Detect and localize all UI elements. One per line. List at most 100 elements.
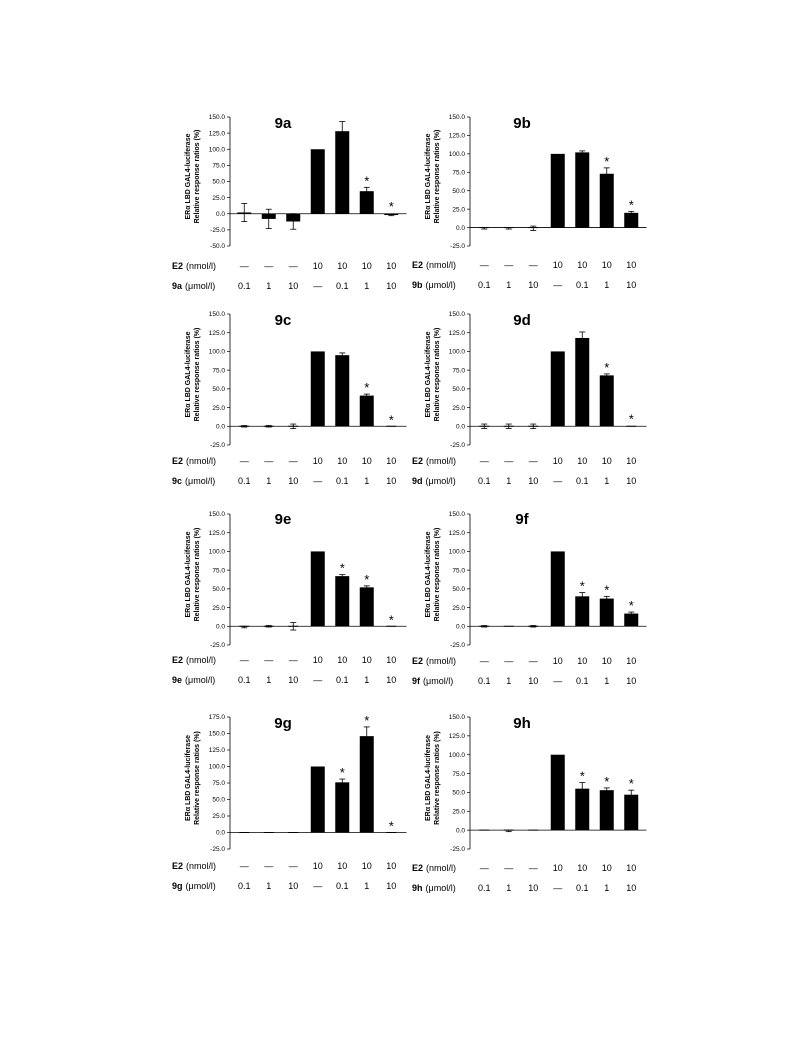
e2-dose-value: 10 [313,456,323,466]
compound-dose-value: 0.1 [336,881,349,891]
e2-unit: (nmol/l) [186,261,216,271]
y-tick-label: -25.0 [450,243,465,250]
panel-title: 9f [515,511,529,528]
y-axis-label-line2: Relative response ratios (%) [434,528,441,622]
y-tick-label: 150.0 [449,714,466,721]
bar [550,551,565,627]
e2-dose-value: 10 [626,456,636,466]
e2-dose-value: 10 [386,655,396,665]
e2-dose-value: 10 [386,456,396,466]
y-tick-label: 75.0 [212,367,225,374]
significance-star: * [604,774,609,789]
y-tick-label: 150.0 [209,311,226,318]
compound-label: 9d [412,476,423,486]
significance-star: * [389,199,394,214]
y-tick-label: 0.0 [456,827,465,834]
bar [575,152,590,228]
compound-label: 9h [412,883,423,893]
significance-star: * [629,197,634,212]
bar [335,131,350,214]
e2-label: E2 [172,261,183,271]
compound-dose-value: 0.1 [336,675,349,685]
significance-star: * [340,765,345,780]
chart-panel-9c: 150.0 125.0 100.0 75.0 50.0 25.0 0.0 -25.0 ERα L… [172,311,407,486]
compound-dose-value: 0.1 [238,281,251,291]
e2-dose-value: 10 [337,261,347,271]
compound-dose-value: 10 [386,881,396,891]
e2-row-label: E2 (nmol/l) [172,261,216,271]
panel-title: 9g [274,715,292,732]
y-tick-label: 50.0 [212,179,225,186]
y-tick-label: 25.0 [212,813,225,820]
y-tick-label: 75.0 [452,169,465,176]
e2-dose-value: 10 [577,260,587,270]
e2-dose-value: 10 [337,861,347,871]
e2-dose-value: — [480,656,489,666]
significance-star: * [364,173,369,188]
compound-dose-value: — [313,675,322,685]
e2-dose-value: 10 [362,861,372,871]
compound-dose-value: 10 [528,280,538,290]
bar [310,351,325,427]
compound-dose-value: 1 [506,280,511,290]
e2-label: E2 [172,456,183,466]
e2-dose-value: — [504,863,513,873]
y-axis-label-line2: Relative response ratios (%) [434,130,441,224]
bar [479,829,490,831]
bar [310,551,325,627]
compound-dose-value: — [313,881,322,891]
e2-dose-value: 10 [362,655,372,665]
e2-label: E2 [412,260,423,270]
panel-title: 9c [275,312,292,329]
bar [310,149,325,214]
y-tick-label: -25.0 [210,846,225,853]
compound-dose-value: 0.1 [478,476,491,486]
bar [624,613,639,627]
compound-dose-value: 10 [386,281,396,291]
significance-star: * [604,154,609,169]
e2-dose-value: 10 [553,863,563,873]
y-tick-label: 50.0 [452,188,465,195]
bar [599,173,614,228]
compound-dose-value: 1 [364,476,369,486]
compound-label: 9c [172,476,182,486]
e2-unit: (nmol/l) [186,456,216,466]
bar [386,832,397,833]
compound-unit: (μmol/l) [185,281,215,291]
e2-dose-value: 10 [553,456,563,466]
e2-row-label: E2 (nmol/l) [412,456,456,466]
significance-star: * [629,598,634,613]
y-tick-label: 25.0 [452,808,465,815]
bar [599,598,614,627]
compound-dose-value: 10 [288,675,298,685]
compound-unit: (μmol/l) [426,476,456,486]
compound-dose-value: 1 [266,476,271,486]
compound-dose-value: — [553,883,562,893]
e2-dose-value: — [529,260,538,270]
y-tick-label: 125.0 [209,130,226,137]
bar [239,832,250,833]
significance-star: * [629,776,634,791]
e2-dose-value: — [504,260,513,270]
y-tick-label: 75.0 [452,567,465,574]
bar [575,788,590,831]
bar [575,337,590,427]
compound-dose-value: 10 [528,476,538,486]
y-tick-label: 75.0 [452,771,465,778]
e2-dose-value: — [289,861,298,871]
compound-label: 9g [172,881,183,891]
y-tick-label: 75.0 [212,567,225,574]
e2-dose-value: — [529,456,538,466]
panel-title: 9h [513,715,531,732]
compound-dose-value: 1 [364,881,369,891]
y-tick-label: -50.0 [210,243,225,250]
y-tick-label: 100.0 [449,349,466,356]
compound-row-label: 9h (μmol/l) [412,883,456,893]
e2-dose-value: — [240,261,249,271]
bar [263,832,274,833]
e2-dose-value: — [504,656,513,666]
y-tick-label: 125.0 [449,530,466,537]
y-axis-label-line2: Relative response ratios (%) [194,731,201,825]
y-tick-label: 50.0 [212,797,225,804]
